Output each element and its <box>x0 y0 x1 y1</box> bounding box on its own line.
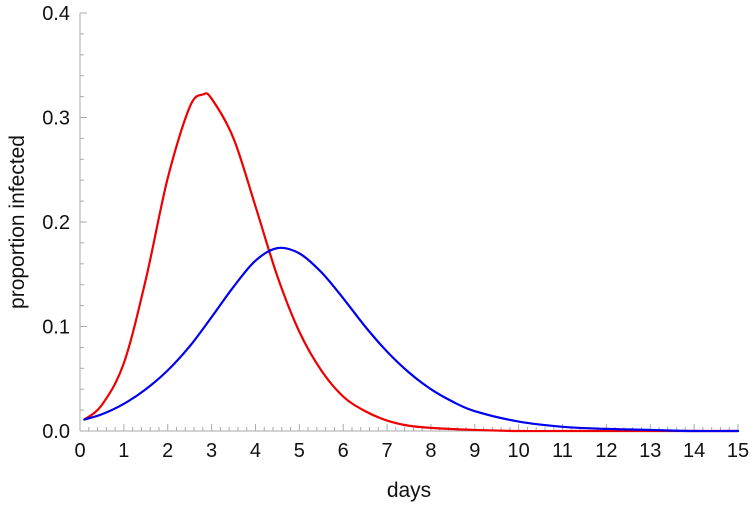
series-layer <box>83 92 740 433</box>
x-tick-label: 10 <box>508 440 530 462</box>
x-axis-label: days <box>387 479 431 502</box>
x-tick-label: 14 <box>683 440 705 462</box>
x-tick-label: 5 <box>294 440 305 462</box>
x-tick-label: 8 <box>425 440 436 462</box>
y-tick-label: 0.2 <box>42 212 70 234</box>
y-tick-label: 0.4 <box>42 3 70 25</box>
x-tick-label: 7 <box>382 440 393 462</box>
x-tick-label: 4 <box>250 440 261 462</box>
series-line-1 <box>83 92 740 433</box>
x-tick-label: 9 <box>469 440 480 462</box>
x-tick-label: 11 <box>552 440 573 462</box>
x-tick-label: 2 <box>162 440 173 462</box>
x-tick-label: 12 <box>595 440 617 462</box>
x-tick-label: 13 <box>639 440 661 462</box>
y-tick-label: 0.0 <box>42 421 70 443</box>
x-tick-label: 1 <box>118 440 129 462</box>
y-tick-label: 0.1 <box>42 317 70 339</box>
x-tick-label: 6 <box>338 440 349 462</box>
series-line-2 <box>83 246 740 433</box>
y-tick-label: 0.3 <box>42 108 70 130</box>
x-tick-label: 0 <box>74 440 85 462</box>
x-tick-label: 15 <box>727 440 749 462</box>
y-axis-label: proportion infected <box>6 135 29 309</box>
x-tick-label: 3 <box>206 440 217 462</box>
axes <box>79 12 739 432</box>
labels-layer: 0.00.10.20.30.40 1 2 3 4 5 6 7 8 9 10 11 12 13 14 15day… <box>6 3 749 502</box>
